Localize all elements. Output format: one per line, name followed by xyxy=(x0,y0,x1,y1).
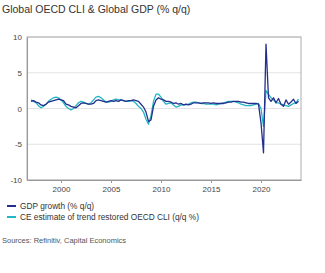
x-tick-label: 2005 xyxy=(103,185,121,194)
y-axis-line xyxy=(27,38,28,181)
legend-label: CE estimate of trend restored OECD CLI (… xyxy=(20,212,199,222)
plot: 2000 2005 2010 2015 2020 -10 -5 0 5 10 xyxy=(10,33,301,194)
legend-swatch xyxy=(7,216,16,218)
x-tick: 2020 xyxy=(253,180,271,194)
x-tick-label: 2010 xyxy=(153,185,171,194)
x-tick-label: 2000 xyxy=(53,185,71,194)
series-line xyxy=(31,91,299,127)
x-tick: 2015 xyxy=(203,180,221,194)
x-tick-mark xyxy=(111,180,112,183)
y-axis: -10 -5 0 5 10 xyxy=(10,33,27,185)
lines xyxy=(31,44,299,153)
x-tick-label: 2015 xyxy=(203,185,221,194)
plot-frame xyxy=(27,37,301,180)
x-tick-mark xyxy=(211,180,212,183)
chart: Global OECD CLI & Global GDP (% q/q) 2000… xyxy=(0,0,325,273)
y-tick: 0 xyxy=(18,105,27,114)
y-tick: 5 xyxy=(18,69,27,78)
grid xyxy=(27,37,301,180)
x-tick: 2005 xyxy=(103,180,121,194)
y-tick: 10 xyxy=(13,33,27,42)
x-axis-line xyxy=(28,180,302,181)
x-axis: 2000 2005 2010 2015 2020 xyxy=(28,180,302,194)
y-tick-label: 10 xyxy=(13,33,22,42)
legend: GDP growth (% q/q)CE estimate of trend r… xyxy=(7,201,199,222)
y-tick-label: -10 xyxy=(10,176,22,185)
y-tick-label: 5 xyxy=(18,69,23,78)
y-tick: -10 xyxy=(10,176,27,185)
x-tick: 2010 xyxy=(153,180,171,194)
y-tick-label: 0 xyxy=(18,105,23,114)
y-tick: -5 xyxy=(15,140,27,149)
series-line xyxy=(31,44,299,153)
x-tick-mark xyxy=(161,180,162,183)
x-tick-mark xyxy=(261,180,262,183)
y-tick-label: -5 xyxy=(15,140,23,149)
grid-line xyxy=(27,144,301,145)
title: Global OECD CLI & Global GDP (% q/q) xyxy=(2,3,190,15)
legend-swatch xyxy=(7,205,16,207)
grid-line xyxy=(27,72,301,73)
x-tick: 2000 xyxy=(53,180,71,194)
source: Sources: Refinitiv, Capital Economics xyxy=(2,236,126,245)
legend-label: GDP growth (% q/q) xyxy=(20,201,94,211)
x-tick-mark xyxy=(61,180,62,183)
x-tick-label: 2020 xyxy=(253,185,271,194)
